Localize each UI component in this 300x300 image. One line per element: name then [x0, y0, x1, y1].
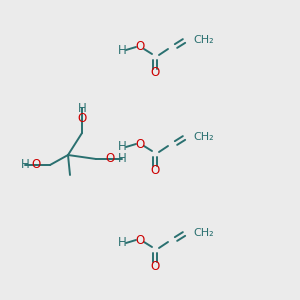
Text: O: O [135, 40, 145, 53]
Text: O: O [150, 164, 160, 176]
Text: H: H [78, 101, 86, 115]
Text: O: O [77, 112, 87, 125]
Text: H: H [118, 44, 126, 56]
Text: CH₂: CH₂ [193, 35, 214, 45]
Text: H: H [118, 140, 126, 154]
Text: H: H [118, 236, 126, 250]
Text: O: O [150, 260, 160, 272]
Text: O: O [150, 67, 160, 80]
Text: O: O [135, 137, 145, 151]
Text: O: O [105, 152, 115, 166]
Text: H: H [118, 152, 126, 166]
Text: O: O [135, 233, 145, 247]
Text: CH₂: CH₂ [193, 228, 214, 238]
Text: CH₂: CH₂ [193, 132, 214, 142]
Text: H: H [21, 158, 29, 172]
Text: O: O [32, 158, 40, 172]
